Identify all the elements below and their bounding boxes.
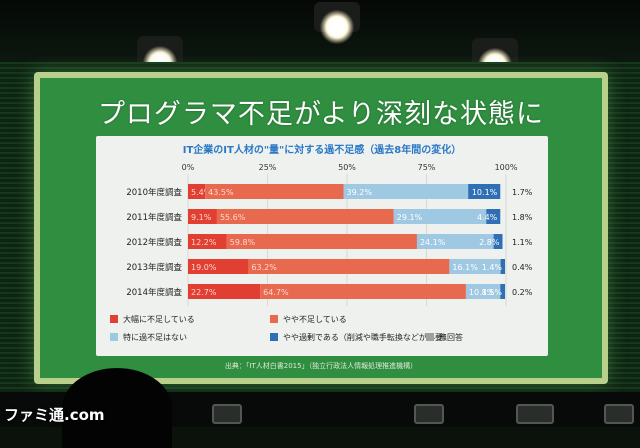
category-label: 2010年度調査	[126, 187, 182, 198]
bar-segment	[393, 209, 487, 224]
bar-segment	[468, 184, 501, 199]
legend-swatch	[270, 333, 278, 341]
data-label: 43.5%	[208, 188, 234, 197]
data-label: 16.1%	[452, 263, 478, 272]
data-label: 1.4%	[482, 263, 503, 272]
bar-segment	[188, 209, 217, 224]
bar-segment	[188, 259, 249, 274]
legend-swatch	[110, 315, 118, 323]
x-tick-label: 50%	[338, 163, 356, 172]
data-label: 12.2%	[191, 238, 217, 247]
data-label-no-answer: 1.1%	[512, 238, 533, 247]
data-label: 29.1%	[397, 213, 423, 222]
category-label: 2011年度調査	[126, 212, 182, 223]
x-tick-label: 25%	[259, 163, 277, 172]
bar-segment	[205, 184, 344, 199]
legend-label: やや不足している	[283, 315, 347, 324]
data-label: 19.0%	[191, 263, 217, 272]
slide-title: プログラマ不足がより深刻な状態に	[97, 99, 545, 130]
bar-segment	[493, 234, 503, 249]
x-tick-label: 0%	[182, 163, 195, 172]
floor-light-icon	[414, 404, 444, 424]
data-label: 22.7%	[191, 288, 217, 297]
floor-light-icon	[516, 404, 554, 424]
data-label: 63.2%	[251, 263, 277, 272]
data-label: 55.6%	[220, 213, 246, 222]
bar-segment	[416, 234, 494, 249]
legend-swatch	[110, 333, 118, 341]
legend-label: 無回答	[439, 332, 463, 342]
legend-swatch	[270, 315, 278, 323]
watermark: ファミ通.com	[4, 404, 105, 425]
legend-label: 大幅に不足している	[123, 314, 195, 324]
bar-segment	[486, 209, 501, 224]
spotlight-icon	[320, 10, 354, 44]
data-label: 9.1%	[191, 213, 212, 222]
bar-segment	[216, 209, 394, 224]
data-label-no-answer: 0.4%	[512, 263, 533, 272]
data-label: 24.1%	[420, 238, 446, 247]
chart-title: IT企業のIT人材の"量"に対する過不足感（過去8年間の変化）	[183, 143, 461, 156]
floor-light-icon	[212, 404, 242, 424]
bar-segment	[188, 284, 261, 299]
floor-light-icon	[604, 404, 634, 424]
bar-segment	[500, 284, 506, 299]
stacked-bar-chart: IT企業のIT人材の"量"に対する過不足感（過去8年間の変化） 0% 25% 50%…	[110, 143, 533, 342]
data-label: 10.1%	[472, 188, 498, 197]
bar-segment	[226, 234, 417, 249]
stage-lighting-rig	[0, 0, 640, 82]
data-label-no-answer: 0.2%	[512, 288, 533, 297]
bar-segment	[188, 184, 206, 199]
bar-segment	[248, 259, 450, 274]
data-label: 5.4%	[191, 188, 212, 197]
category-label: 2012年度調査	[126, 237, 182, 248]
chart-panel: IT企業のIT人材の"量"に対する過不足感（過去8年間の変化） 0% 25% 50%…	[96, 136, 548, 356]
data-label: 59.8%	[230, 238, 256, 247]
data-label: 64.7%	[263, 288, 289, 297]
category-label: 2014年度調査	[126, 287, 182, 298]
x-tick-label: 100%	[495, 163, 518, 172]
legend-swatch	[426, 333, 434, 341]
legend-label: 特に過不足はない	[123, 332, 187, 342]
bar-segment	[188, 234, 227, 249]
watermark-text: ファミ通.com	[4, 406, 105, 424]
data-label: 4.4%	[477, 213, 498, 222]
x-tick-label: 75%	[418, 163, 436, 172]
bar-segment	[260, 284, 466, 299]
bar-segment	[500, 259, 506, 274]
data-label-no-answer: 1.7%	[512, 188, 533, 197]
source-credit: 出典：「IT人材白書2015」（独立行政法人情報処理推進機構）	[224, 362, 418, 370]
presentation-slide: プログラマ不足がより深刻な状態に IT企業のIT人材の"量"に対する過不足感（過…	[40, 78, 602, 378]
bar-segment	[449, 259, 501, 274]
data-label: 1.5%	[482, 288, 503, 297]
data-label: 2.8%	[479, 238, 500, 247]
data-label: 39.2%	[347, 188, 373, 197]
data-label-no-answer: 1.8%	[512, 213, 533, 222]
legend-label: やや過剰である（削減や職手転換などが必要）	[283, 332, 451, 342]
data-label: 10.8%	[469, 288, 495, 297]
bar-segment	[465, 284, 501, 299]
bar-segment	[343, 184, 469, 199]
category-label: 2013年度調査	[126, 262, 182, 273]
